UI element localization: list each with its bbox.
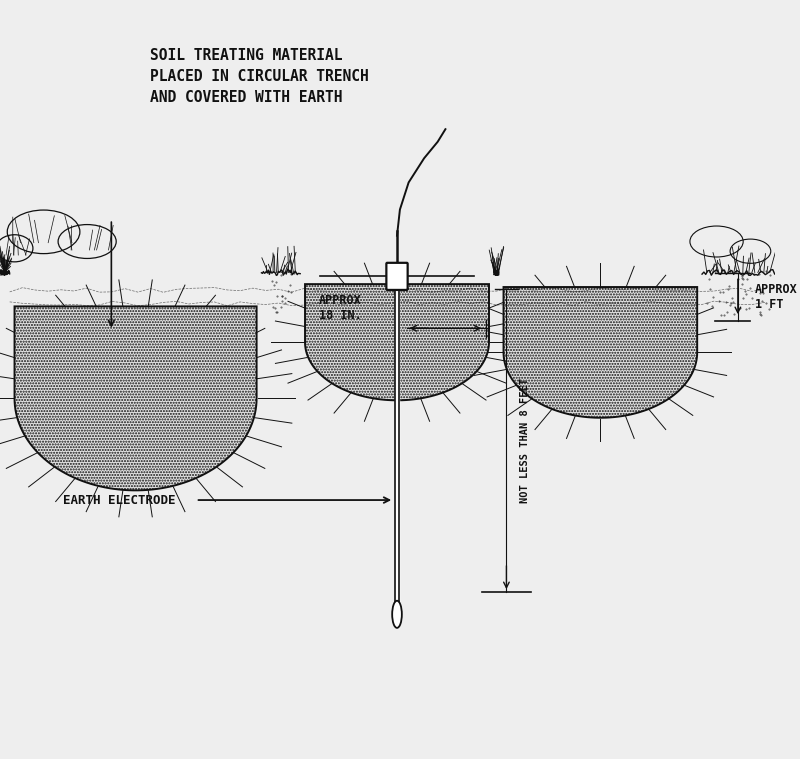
Text: SOIL TREATING MATERIAL
PLACED IN CIRCULAR TRENCH
AND COVERED WITH EARTH: SOIL TREATING MATERIAL PLACED IN CIRCULA… [150, 48, 369, 105]
Polygon shape [503, 287, 697, 417]
Polygon shape [305, 284, 489, 400]
Text: NOT LESS THAN 8 FEET: NOT LESS THAN 8 FEET [520, 378, 530, 503]
Text: APPROX
18 IN.: APPROX 18 IN. [319, 294, 362, 323]
FancyBboxPatch shape [386, 263, 408, 290]
Text: EARTH ELECTRODE: EARTH ELECTRODE [63, 493, 175, 506]
Text: APPROX
1 FT: APPROX 1 FT [755, 282, 798, 310]
Polygon shape [14, 307, 257, 490]
Ellipse shape [392, 601, 402, 628]
